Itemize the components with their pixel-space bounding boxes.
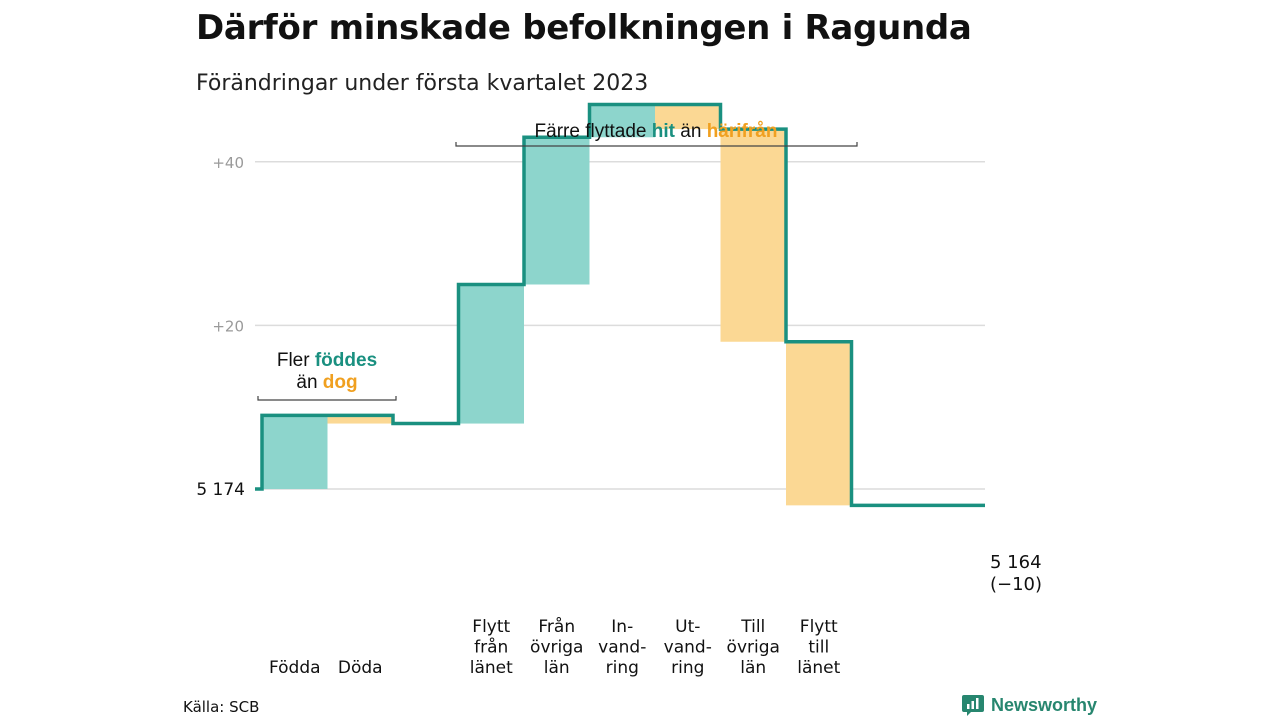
annotation-births-line2-part: dog [323, 372, 358, 393]
x-category-label: Döda [338, 658, 383, 678]
x-category-label: vand- [664, 638, 712, 658]
x-category-label: ring [606, 658, 639, 678]
annotation-moves-bracket [455, 142, 858, 147]
x-category-label: övriga [530, 638, 583, 658]
annotation-births-line1-part: Fler [277, 350, 315, 371]
chart-subtitle: Förändringar under första kvartalet 2023 [196, 71, 649, 96]
waterfall-bar [786, 341, 852, 506]
x-category-label: till [808, 638, 829, 658]
x-category-label: Från [538, 616, 575, 637]
waterfall-bar [458, 284, 524, 424]
brand-name: Newsworthy [991, 694, 1098, 715]
waterfall-bar [720, 129, 786, 342]
source-note: Källa: SCB [183, 698, 260, 716]
x-category-label: ring [671, 658, 704, 678]
annotation-births-line1-part: föddes [315, 350, 377, 371]
waterfall-bar [524, 137, 590, 285]
annotation-moves-part: hit [652, 121, 676, 142]
waterfall-bar [589, 104, 655, 138]
newsworthy-icon [962, 695, 984, 716]
x-category-label: övriga [727, 638, 780, 658]
y-tick-label: +20 [212, 317, 244, 335]
annotation-moves: Färre flyttade hit än härifrån [535, 121, 778, 142]
waterfall-bar [655, 104, 721, 130]
brand-logo: Newsworthy [961, 693, 1097, 717]
waterfall-bar [262, 415, 328, 489]
end-value-label: 5 164 [990, 552, 1042, 573]
chart-title: Därför minskade befolkningen i Ragunda [196, 8, 972, 48]
annotation-births-line2: än dog [296, 372, 357, 393]
x-category-label: län [740, 658, 766, 678]
x-category-label: länet [470, 658, 513, 678]
annotation-moves-part: härifrån [707, 121, 778, 142]
x-category-label: In- [611, 617, 633, 637]
x-category-label: Flytt [472, 617, 510, 637]
annotation-moves-part: än [675, 121, 707, 142]
end-change-label: (−10) [990, 574, 1042, 595]
x-category-label: från [474, 637, 508, 658]
x-category-label: Födda [269, 658, 321, 678]
running-total-line [255, 102, 985, 508]
y-tick-label: +40 [212, 154, 244, 172]
annotation-births-line2-part: än [296, 372, 322, 393]
x-category-label: Till [740, 617, 765, 637]
annotation-moves-part: Färre flyttade [535, 121, 652, 142]
x-category-label: länet [797, 658, 840, 678]
x-category-label: Ut- [675, 617, 700, 637]
annotation-births-line1: Fler föddes [277, 350, 377, 371]
x-category-label: vand- [598, 638, 646, 658]
annotation-births-bracket [257, 396, 397, 401]
start-value-label: 5 174 [196, 480, 245, 500]
waterfall-bar [327, 415, 393, 424]
x-category-label: Flytt [800, 617, 838, 637]
x-category-label: län [544, 658, 570, 678]
